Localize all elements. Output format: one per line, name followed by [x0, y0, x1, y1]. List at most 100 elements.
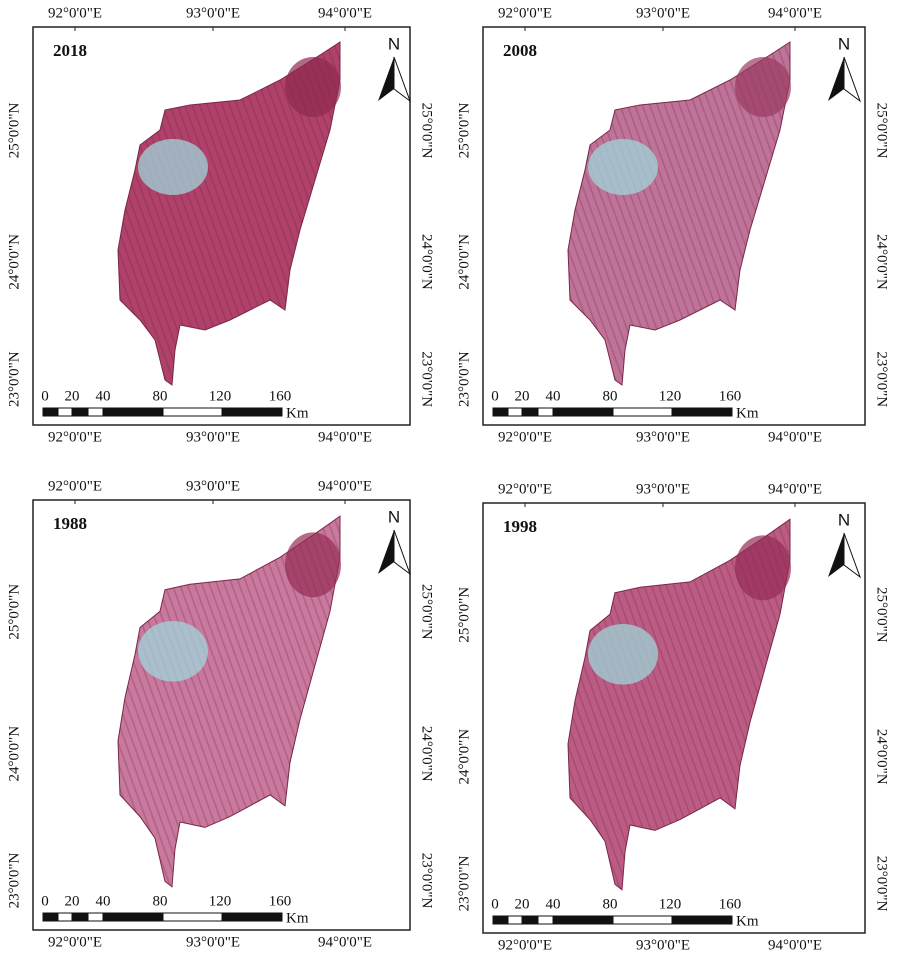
- year-label: 1988: [53, 514, 87, 533]
- north-arrow: [393, 56, 412, 103]
- latitude-label: 23°0'0"N: [456, 856, 472, 912]
- longitude-label: 94°0'0"E: [318, 934, 372, 950]
- scale-bar-segment: [537, 915, 554, 925]
- land-texture: [568, 42, 790, 385]
- longitude-label: 93°0'0"E: [186, 429, 240, 445]
- north-arrow: [828, 57, 844, 101]
- longitude-label: 94°0'0"E: [768, 5, 822, 21]
- scale-label: 40: [96, 388, 111, 404]
- scale-bar-segment: [71, 407, 89, 417]
- north-arrow: [378, 530, 394, 574]
- scale-bar-segment: [57, 407, 73, 417]
- north-label: N: [838, 510, 850, 529]
- scale-bar-segment: [221, 407, 283, 417]
- latitude-label: 23°0'0"N: [6, 351, 22, 407]
- longitude-label: 92°0'0"E: [498, 481, 552, 497]
- scale-bar-segment: [671, 407, 733, 417]
- scale-bar-segment: [537, 407, 554, 417]
- longitude-label: 94°0'0"E: [318, 5, 372, 21]
- latitude-label: 25°0'0"N: [419, 103, 435, 159]
- scale-unit: Km: [736, 405, 759, 421]
- urban-area: [588, 624, 658, 685]
- scale-unit: Km: [736, 913, 759, 929]
- scale-bar-segment: [87, 407, 104, 417]
- scale-bar-segment: [221, 912, 283, 922]
- longitude-label: 92°0'0"E: [498, 429, 552, 445]
- scale-bar-segment: [57, 912, 73, 922]
- latitude-label: 25°0'0"N: [874, 103, 890, 159]
- scale-label: 40: [546, 896, 561, 912]
- scale-label: 120: [659, 388, 682, 404]
- scale-label: 160: [719, 388, 742, 404]
- latitude-label: 23°0'0"N: [456, 351, 472, 407]
- scale-bar-segment: [552, 915, 614, 925]
- north-arrow: [843, 56, 862, 103]
- scale-bar-segment: [671, 915, 733, 925]
- longitude-label: 93°0'0"E: [636, 481, 690, 497]
- satellite-image: [567, 41, 791, 386]
- scale-label: 120: [209, 893, 232, 909]
- scale-label: 120: [659, 896, 682, 912]
- longitude-label: 93°0'0"E: [186, 934, 240, 950]
- north-arrow: [843, 532, 862, 579]
- north-label: N: [388, 34, 400, 53]
- latitude-label: 23°0'0"N: [6, 853, 22, 909]
- longitude-label: 92°0'0"E: [498, 937, 552, 953]
- longitude-label: 94°0'0"E: [318, 429, 372, 445]
- scale-label: 20: [515, 896, 530, 912]
- latitude-label: 24°0'0"N: [419, 234, 435, 290]
- dark-ridge: [285, 532, 341, 598]
- latitude-label: 23°0'0"N: [874, 351, 890, 407]
- scale-label: 160: [269, 893, 292, 909]
- latitude-label: 25°0'0"N: [6, 584, 22, 640]
- scale-label: 160: [719, 896, 742, 912]
- north-label: N: [838, 34, 850, 53]
- latitude-label: 24°0'0"N: [419, 726, 435, 782]
- north-label: N: [388, 507, 400, 526]
- land-texture: [118, 42, 340, 385]
- latitude-label: 24°0'0"N: [6, 234, 22, 290]
- scale-bar-segment: [507, 407, 523, 417]
- latitude-label: 24°0'0"N: [874, 234, 890, 290]
- scale-label: 20: [65, 893, 80, 909]
- north-arrow: [828, 533, 844, 577]
- urban-area: [138, 621, 208, 682]
- scale-bar-segment: [612, 407, 673, 417]
- latitude-label: 25°0'0"N: [6, 102, 22, 158]
- longitude-label: 92°0'0"E: [48, 478, 102, 494]
- scale-label: 20: [515, 388, 530, 404]
- longitude-label: 93°0'0"E: [636, 937, 690, 953]
- latitude-label: 23°0'0"N: [874, 856, 890, 912]
- scale-bar-segment: [507, 915, 523, 925]
- urban-area: [588, 139, 658, 195]
- longitude-label: 94°0'0"E: [768, 481, 822, 497]
- satellite-image: [117, 41, 341, 386]
- latitude-label: 23°0'0"N: [419, 351, 435, 407]
- scale-label: 0: [41, 893, 49, 909]
- scale-bar-segment: [71, 912, 89, 922]
- scale-bar-segment: [42, 407, 59, 417]
- longitude-label: 92°0'0"E: [48, 934, 102, 950]
- scale-unit: Km: [286, 405, 309, 421]
- scale-bar-segment: [102, 407, 164, 417]
- scale-bar-segment: [521, 407, 539, 417]
- north-arrow: [378, 57, 394, 101]
- scale-label: 0: [491, 896, 499, 912]
- land-texture: [568, 519, 790, 890]
- longitude-label: 93°0'0"E: [186, 478, 240, 494]
- scale-bar-segment: [102, 912, 164, 922]
- longitude-label: 93°0'0"E: [636, 5, 690, 21]
- urban-area: [138, 139, 208, 195]
- longitude-label: 93°0'0"E: [186, 5, 240, 21]
- longitude-label: 92°0'0"E: [48, 429, 102, 445]
- scale-label: 40: [96, 893, 111, 909]
- satellite-image: [567, 518, 791, 891]
- satellite-image: [117, 515, 341, 888]
- longitude-label: 92°0'0"E: [48, 5, 102, 21]
- latitude-label: 24°0'0"N: [6, 726, 22, 782]
